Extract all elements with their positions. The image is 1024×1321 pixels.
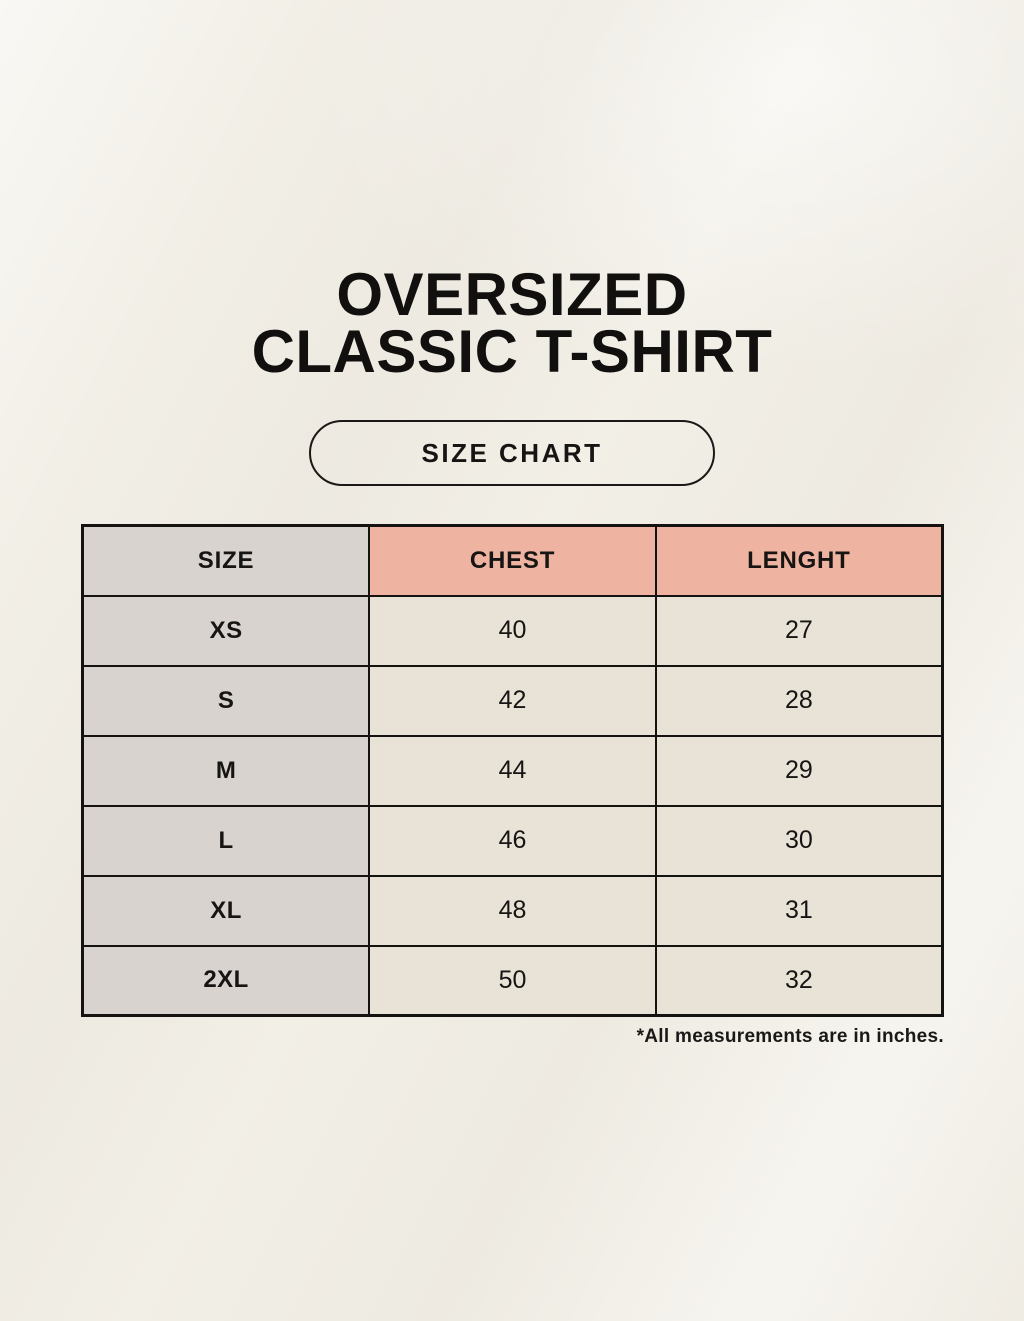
chest-cell: 50	[368, 944, 657, 1017]
table-row: S 42 28	[81, 664, 944, 737]
length-cell: 28	[654, 664, 944, 737]
chest-cell: 46	[368, 804, 657, 877]
length-cell: 31	[654, 874, 944, 947]
size-cell: XS	[81, 594, 371, 667]
length-cell: 27	[654, 594, 944, 667]
chest-cell: 42	[368, 664, 657, 737]
size-cell: S	[81, 664, 371, 737]
column-header-length: LENGHT	[654, 524, 944, 597]
table-row: XL 48 31	[81, 874, 944, 947]
table-row: XS 40 27	[81, 594, 944, 667]
chest-cell: 48	[368, 874, 657, 947]
chest-cell: 40	[368, 594, 657, 667]
column-header-chest: CHEST	[368, 524, 657, 597]
size-cell: XL	[81, 874, 371, 947]
table-row: 2XL 50 32	[81, 944, 944, 1017]
length-cell: 29	[654, 734, 944, 807]
size-chart-button-container: SIZE CHART	[0, 420, 1024, 486]
size-table-header-row: SIZE CHEST LENGHT	[81, 524, 944, 597]
size-table: SIZE CHEST LENGHT XS 40 27 S 42 28 M 44 29 L 46 30 X…	[81, 524, 944, 1017]
size-table-body: XS 40 27 S 42 28 M 44 29 L 46 30 XL 48 31 2XL 50 32	[81, 594, 944, 1017]
length-cell: 32	[654, 944, 944, 1017]
measurements-footnote: *All measurements are in inches.	[636, 1026, 944, 1047]
page-title: OVERSIZED CLASSIC T-SHIRT	[0, 265, 1024, 382]
size-cell: M	[81, 734, 371, 807]
table-row: M 44 29	[81, 734, 944, 807]
size-cell: L	[81, 804, 371, 877]
chest-cell: 44	[368, 734, 657, 807]
page-title-line-2: CLASSIC T-SHIRT	[251, 318, 773, 385]
length-cell: 30	[654, 804, 944, 877]
table-row: L 46 30	[81, 804, 944, 877]
size-cell: 2XL	[81, 944, 371, 1017]
size-table-header: SIZE CHEST LENGHT	[81, 524, 944, 597]
column-header-size: SIZE	[81, 524, 371, 597]
size-chart-button[interactable]: SIZE CHART	[309, 420, 715, 486]
page-title-line-1: OVERSIZED	[336, 261, 688, 328]
